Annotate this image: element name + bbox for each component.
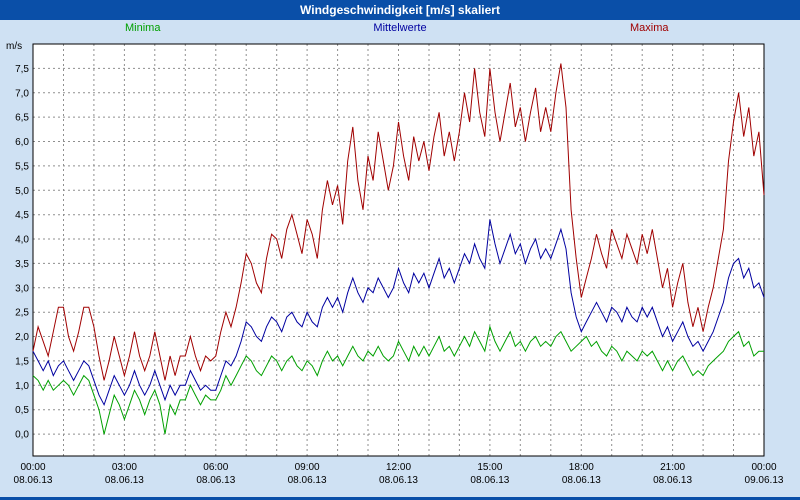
x-axis-date-label: 08.06.13 bbox=[288, 475, 327, 486]
x-axis-date-label: 08.06.13 bbox=[196, 475, 235, 486]
x-axis-date-label: 08.06.13 bbox=[653, 475, 692, 486]
x-axis-date-label: 08.06.13 bbox=[562, 475, 601, 486]
x-axis-date-label: 09.06.13 bbox=[745, 475, 784, 486]
y-axis-tick-label: 1,5 bbox=[15, 356, 29, 367]
chart-legend: Minima Mittelwerte Maxima bbox=[0, 22, 800, 38]
legend-minima: Minima bbox=[125, 22, 161, 34]
y-axis-tick-label: 0,0 bbox=[15, 430, 29, 441]
y-axis-tick-label: 4,0 bbox=[15, 235, 29, 246]
x-axis-time-label: 18:00 bbox=[569, 462, 594, 473]
series-line-minima bbox=[32, 324, 764, 435]
x-axis-date-label: 08.06.13 bbox=[105, 475, 144, 486]
series-line-maxima bbox=[32, 63, 765, 381]
x-axis-time-label: 00:00 bbox=[20, 462, 45, 473]
y-axis-unit-label: m/s bbox=[6, 41, 22, 52]
x-axis-time-label: 03:00 bbox=[112, 462, 137, 473]
series-line-mittelwerte bbox=[32, 219, 765, 407]
x-axis-time-label: 00:00 bbox=[751, 462, 776, 473]
y-axis-tick-label: 7,0 bbox=[15, 88, 29, 99]
y-axis-tick-label: 5,0 bbox=[15, 186, 29, 197]
x-axis-time-label: 12:00 bbox=[386, 462, 411, 473]
title-bar: Windgeschwindigkeit [m/s] skaliert bbox=[0, 0, 800, 20]
x-axis-time-label: 06:00 bbox=[203, 462, 228, 473]
x-axis-time-label: 21:00 bbox=[660, 462, 685, 473]
y-axis-tick-label: 3,0 bbox=[15, 283, 29, 294]
legend-mittelwerte: Mittelwerte bbox=[373, 22, 427, 34]
y-axis-tick-label: 2,5 bbox=[15, 308, 29, 319]
y-axis-tick-label: 7,5 bbox=[15, 64, 29, 75]
y-axis-tick-label: 1,0 bbox=[15, 381, 29, 392]
y-axis-tick-label: 3,5 bbox=[15, 259, 29, 270]
y-axis-tick-label: 5,5 bbox=[15, 161, 29, 172]
plot-border bbox=[32, 43, 765, 457]
x-axis-time-label: 09:00 bbox=[295, 462, 320, 473]
x-axis-date-label: 08.06.13 bbox=[470, 475, 509, 486]
bottom-border-bar bbox=[0, 497, 800, 500]
chart-svg: 0,0 0,5 1,0 1,5 2,0 2,5 3,0 3,5 4,0 4,5 5,0 5,5 6,0 6… bbox=[6, 41, 784, 486]
x-axis-date-label: 08.06.13 bbox=[379, 475, 418, 486]
y-axis-tick-label: 6,5 bbox=[15, 113, 29, 124]
y-axis-tick-label: 2,0 bbox=[15, 332, 29, 343]
page-title: Windgeschwindigkeit [m/s] skaliert bbox=[300, 3, 500, 17]
y-axis-tick-label: 6,0 bbox=[15, 137, 29, 148]
y-axis-tick-label: 0,5 bbox=[15, 405, 29, 416]
y-axis-tick-label: 4,5 bbox=[15, 210, 29, 221]
legend-maxima: Maxima bbox=[630, 22, 669, 34]
x-axis-date-label: 08.06.13 bbox=[14, 475, 53, 486]
x-axis-time-label: 15:00 bbox=[477, 462, 502, 473]
